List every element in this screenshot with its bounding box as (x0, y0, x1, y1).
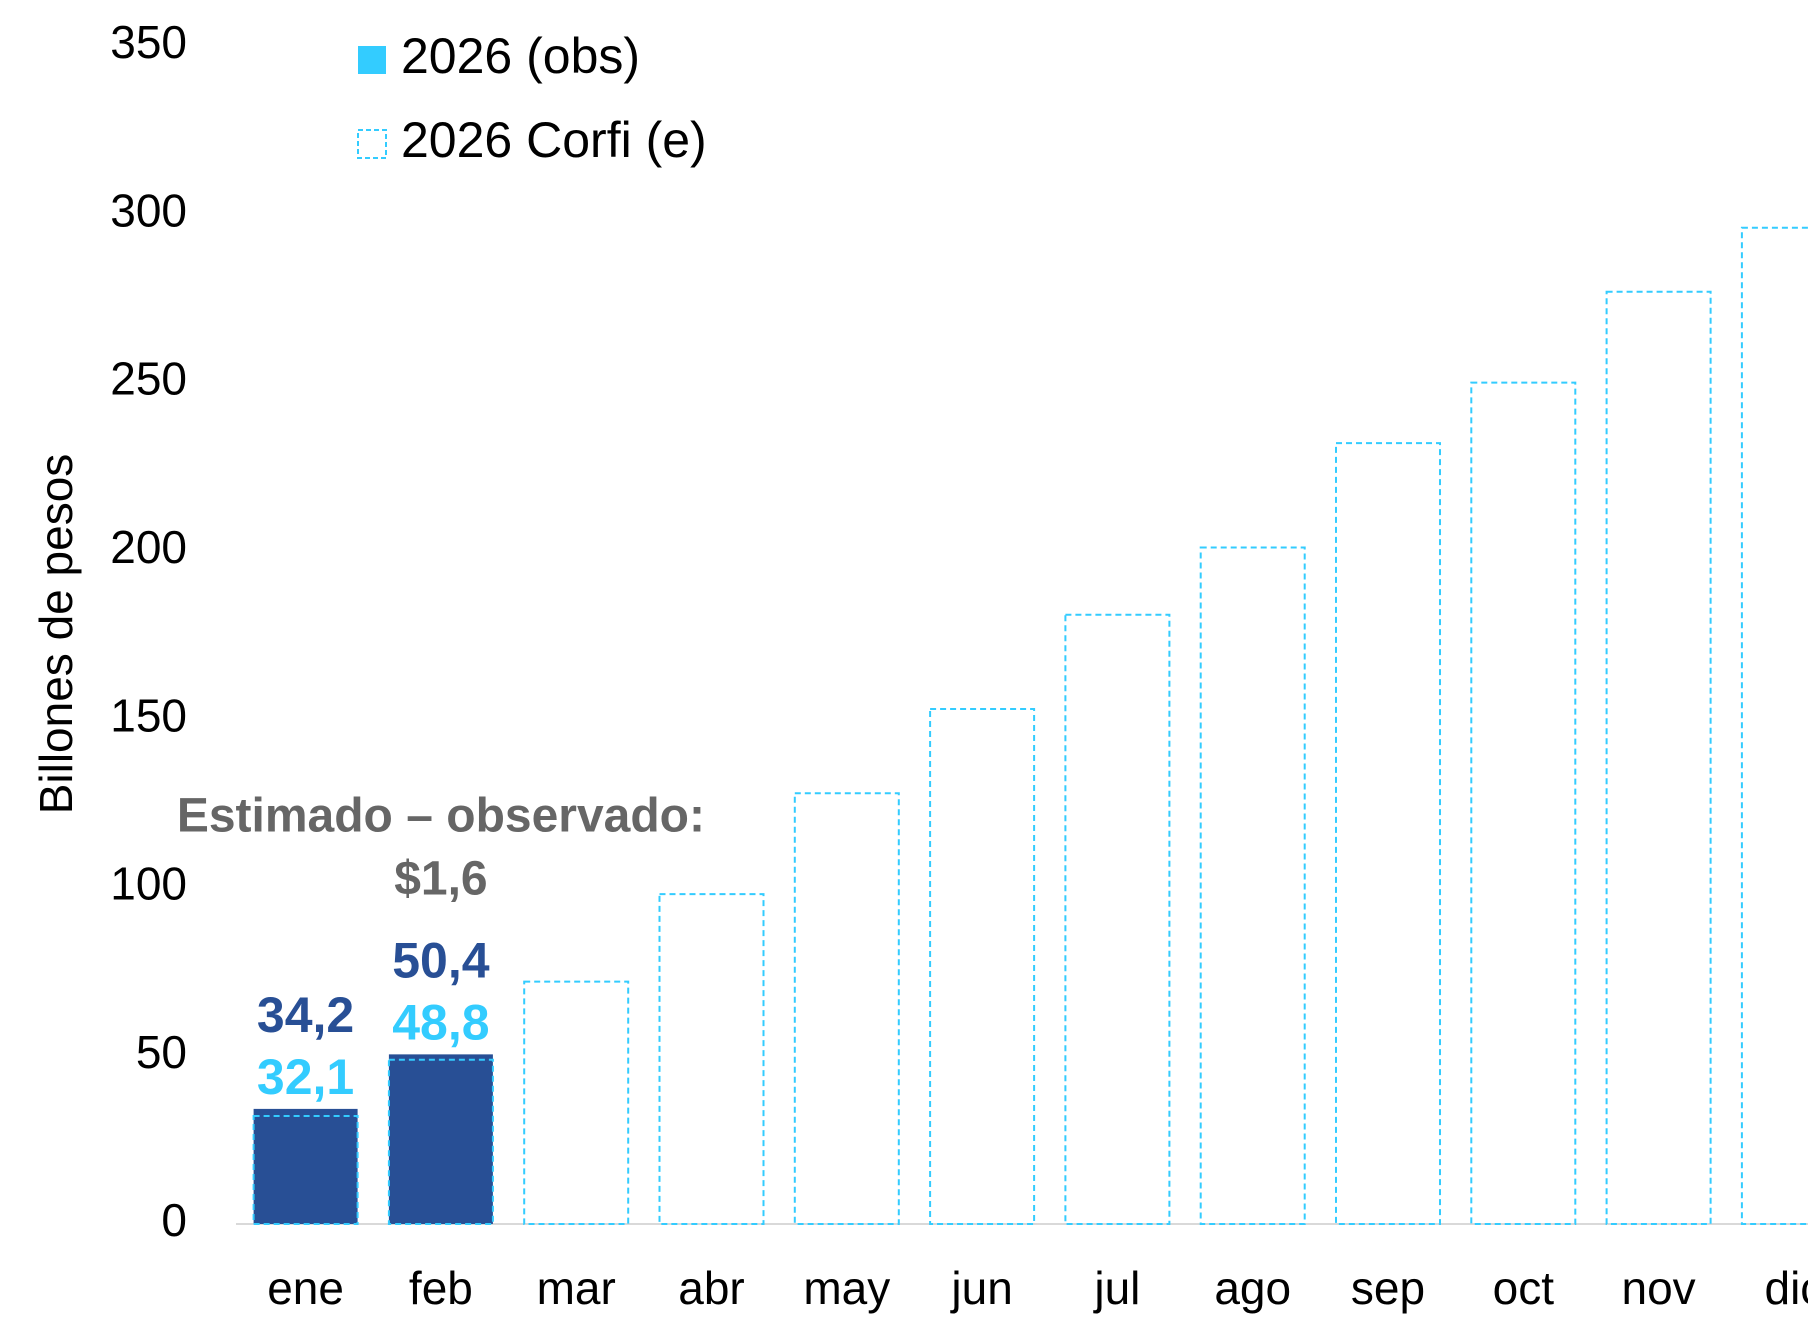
y-tick-label: 200 (110, 521, 187, 573)
estimate-bar (252, 1114, 359, 1225)
estimate-bar (1470, 381, 1577, 1226)
x-tick-label: ene (267, 1262, 344, 1314)
y-tick-label: 150 (110, 689, 187, 741)
y-tick-label: 350 (110, 16, 187, 68)
observed-bar (388, 1054, 493, 1224)
y-tick-label: 100 (110, 858, 187, 910)
estimate-bar (793, 792, 900, 1226)
x-tick-label: nov (1622, 1262, 1696, 1314)
data-label: 32,1 (257, 1049, 354, 1105)
legend-swatch (358, 46, 386, 74)
annotation: Estimado – observado: (177, 790, 705, 843)
x-tick-label: may (803, 1262, 890, 1314)
estimate-bar (387, 1058, 494, 1226)
legend-swatch (357, 129, 387, 159)
estimate-bar (658, 893, 765, 1225)
estimate-bar (1064, 613, 1171, 1225)
estimate-bar (1335, 442, 1441, 1225)
x-tick-label: feb (409, 1262, 473, 1314)
data-label: 48,8 (392, 995, 489, 1051)
estimate-bar (1605, 290, 1712, 1225)
estimate-bar (523, 980, 630, 1225)
legend-label: 2026 Corfi (e) (401, 112, 707, 168)
x-tick-label: abr (678, 1262, 744, 1314)
x-tick-label: jun (949, 1262, 1012, 1314)
x-tick-label: ago (1214, 1262, 1291, 1314)
x-tick-label: oct (1493, 1262, 1555, 1314)
y-axis-title: Billones de pesos (30, 454, 82, 815)
estimate-bar (929, 708, 1036, 1225)
estimate-bar (1199, 546, 1306, 1225)
data-label: 34,2 (257, 987, 354, 1043)
legend-label: 2026 (obs) (401, 28, 640, 84)
y-tick-label: 0 (161, 1194, 187, 1246)
x-tick-label: jul (1092, 1262, 1140, 1314)
x-tick-label: sep (1351, 1262, 1425, 1314)
y-tick-label: 250 (110, 353, 187, 405)
x-tick-label: mar (537, 1262, 616, 1314)
estimate-bar (1740, 226, 1808, 1225)
y-tick-label: 50 (136, 1026, 187, 1078)
observed-bar (253, 1108, 358, 1224)
x-tick-label: dic (1764, 1262, 1808, 1314)
y-tick-label: 300 (110, 184, 187, 236)
annotation: $1,6 (394, 853, 487, 906)
data-label: 50,4 (392, 933, 490, 989)
